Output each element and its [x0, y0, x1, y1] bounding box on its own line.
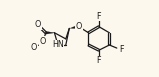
Text: F: F: [119, 45, 124, 54]
Text: O: O: [76, 22, 82, 31]
Polygon shape: [46, 31, 55, 34]
Text: F: F: [97, 56, 101, 65]
Text: HN: HN: [52, 41, 64, 50]
Text: O: O: [31, 43, 37, 52]
Text: O: O: [40, 37, 46, 46]
Text: F: F: [97, 12, 101, 21]
Text: O: O: [35, 20, 41, 29]
